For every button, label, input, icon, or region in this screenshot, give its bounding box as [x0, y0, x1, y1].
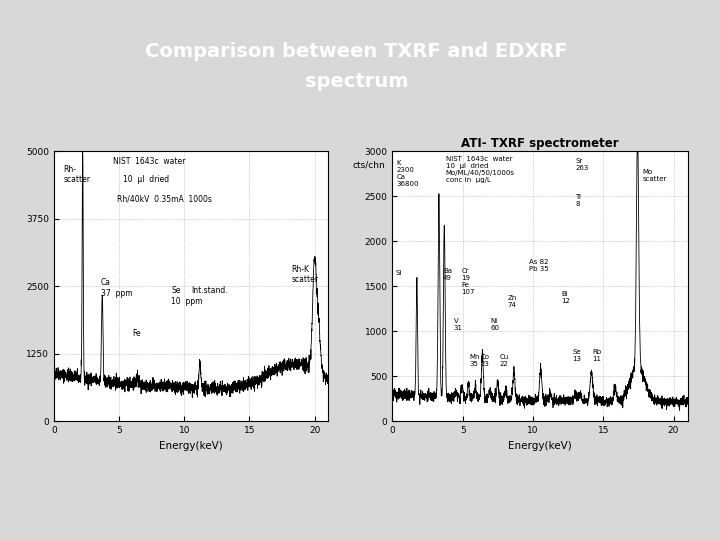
Text: spectrum: spectrum: [305, 72, 408, 91]
Text: Sr
263: Sr 263: [575, 158, 588, 171]
Text: Se
10  ppm: Se 10 ppm: [171, 286, 203, 306]
Text: 10  µl  dried: 10 µl dried: [123, 176, 169, 185]
Text: Rh-K
scatter: Rh-K scatter: [291, 265, 318, 284]
Text: NIST  1643c  water
10  µl  dried
Mo/ML/40/50/1000s
conc in  µg/L: NIST 1643c water 10 µl dried Mo/ML/40/50…: [446, 156, 515, 183]
Text: K
2300
Ca
36800: K 2300 Ca 36800: [397, 160, 419, 187]
Title: ATI- TXRF spectrometer: ATI- TXRF spectrometer: [462, 137, 618, 150]
Text: Rb
11: Rb 11: [592, 349, 601, 362]
Text: cts/chn: cts/chn: [353, 160, 385, 169]
Text: Mo
scatter: Mo scatter: [643, 169, 667, 182]
X-axis label: Energy(keV): Energy(keV): [508, 441, 572, 450]
Text: Zn
74: Zn 74: [508, 295, 517, 308]
Text: As 82
Pb 35: As 82 Pb 35: [528, 259, 549, 272]
X-axis label: Energy(keV): Energy(keV): [159, 441, 222, 450]
Text: Mn
35: Mn 35: [469, 354, 480, 367]
Text: Co
23: Co 23: [480, 354, 490, 367]
Text: Ni
60: Ni 60: [491, 318, 500, 330]
Text: Int.stand.: Int.stand.: [191, 286, 228, 295]
Text: Ti
8: Ti 8: [575, 194, 581, 207]
Text: NIST  1643c  water: NIST 1643c water: [112, 157, 185, 166]
Text: Comparison between TXRF and EDXRF: Comparison between TXRF and EDXRF: [145, 42, 567, 61]
Text: Se
13: Se 13: [572, 349, 581, 362]
Text: Ca
37  ppm: Ca 37 ppm: [101, 278, 132, 298]
Text: Rh/40kV  0.35mA  1000s: Rh/40kV 0.35mA 1000s: [117, 194, 212, 204]
Text: V
31: V 31: [454, 318, 462, 330]
Text: Cr
19
Fe
107: Cr 19 Fe 107: [462, 268, 474, 295]
Text: Bi
12: Bi 12: [561, 291, 570, 303]
Text: Cu
22: Cu 22: [500, 354, 509, 367]
Text: Si: Si: [395, 270, 402, 276]
Text: Ba
49: Ba 49: [443, 268, 452, 281]
Text: Fe: Fe: [132, 329, 141, 339]
Text: Rh-
scatter: Rh- scatter: [63, 165, 90, 184]
